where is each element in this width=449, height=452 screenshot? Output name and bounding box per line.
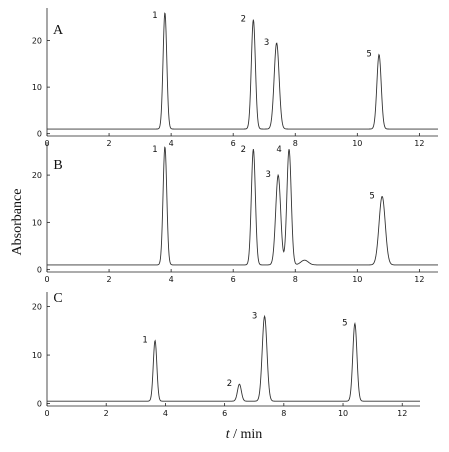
x-tick-label: 4 [163,409,168,418]
chromatogram-trace [47,12,438,130]
chromatogram-trace [47,314,420,402]
peak-label-3: 3 [252,311,257,321]
y-axis-title: Absorbance [10,189,25,256]
x-tick-label: 2 [104,409,109,418]
x-tick-label: 8 [281,409,286,418]
y-tick-label: 20 [32,171,42,180]
x-tick-label: 12 [414,139,424,148]
x-tick-label: 4 [169,275,174,284]
panel-letter: C [53,291,62,306]
y-tick-label: 0 [37,266,42,275]
peak-label-5: 5 [366,50,371,60]
x-tick-label: 6 [222,409,227,418]
peak-label-5: 5 [369,191,374,201]
x-tick-label: 10 [352,139,362,148]
x-tick-label: 0 [44,275,49,284]
y-tick-label: 10 [32,83,42,92]
peak-label-3: 3 [264,38,269,48]
peak-label-2: 2 [227,379,232,389]
x-axis-title-unit: / min [230,427,263,442]
y-tick-label: 10 [32,351,42,360]
x-tick-label: 10 [338,409,348,418]
peak-label-2: 2 [241,145,246,155]
peak-label-1: 1 [142,336,147,346]
peak-label-1: 1 [152,11,157,21]
x-tick-label: 6 [231,139,236,148]
x-tick-label: 4 [169,139,174,148]
peak-label-4: 4 [276,145,281,155]
y-tick-label: 20 [32,303,42,312]
panel-letter: B [53,158,62,173]
x-axis-title-italic: t [226,427,231,442]
y-tick-label: 20 [32,37,42,46]
x-tick-label: 8 [293,139,298,148]
y-tick-label: 0 [37,400,42,409]
x-tick-label: 8 [293,275,298,284]
x-tick-label: 0 [44,409,49,418]
peak-label-3: 3 [265,170,270,180]
x-tick-label: 12 [397,409,407,418]
x-tick-label: 10 [352,275,362,284]
x-tick-label: 2 [107,139,112,148]
x-tick-label: 6 [231,275,236,284]
peak-label-5: 5 [342,319,347,329]
peak-label-2: 2 [241,15,246,25]
peak-label-1: 1 [152,145,157,155]
chromatogram-trace [47,146,438,266]
x-tick-label: 2 [107,275,112,284]
x-tick-label: 12 [414,275,424,284]
panel-letter: A [53,23,64,38]
y-tick-label: 0 [37,130,42,139]
y-tick-label: 10 [32,218,42,227]
x-axis-title: t / min [226,427,263,442]
